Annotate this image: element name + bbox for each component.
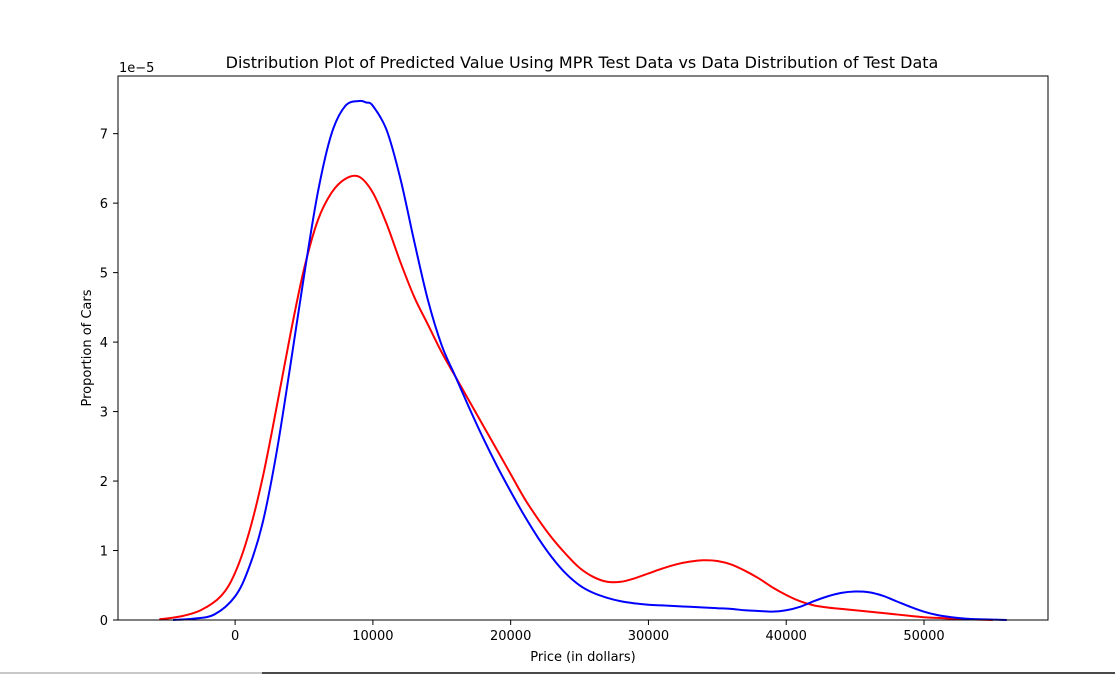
y-tick-label: 4 bbox=[100, 336, 108, 351]
series-group bbox=[159, 99, 1007, 621]
y-tick-label: 2 bbox=[100, 475, 108, 490]
y-tick-label: 0 bbox=[100, 614, 108, 629]
x-axis-label: Price (in dollars) bbox=[530, 650, 636, 665]
y-tick-label: 5 bbox=[100, 267, 108, 282]
y-axis-label: Proportion of Cars bbox=[80, 289, 95, 406]
x-tick-label: 20000 bbox=[490, 629, 531, 644]
bottom-edge-strip-dark bbox=[262, 672, 1115, 674]
series-line-2 bbox=[173, 99, 1007, 621]
x-tick-label: 0 bbox=[231, 629, 239, 644]
x-axis-ticks: 0 10000 20000 30000 40000 50000 bbox=[231, 620, 945, 644]
y-tick-label: 6 bbox=[100, 197, 108, 212]
x-tick-label: 40000 bbox=[766, 629, 807, 644]
x-tick-label: 50000 bbox=[903, 629, 944, 644]
y-tick-label: 3 bbox=[100, 406, 108, 421]
chart-title: Distribution Plot of Predicted Value Usi… bbox=[226, 53, 939, 72]
y-axis-ticks: 0 1 2 3 4 5 6 7 bbox=[100, 128, 118, 629]
y-tick-label: 7 bbox=[100, 128, 108, 143]
y-axis-offset-text: 1e−5 bbox=[119, 61, 154, 76]
x-tick-label: 10000 bbox=[352, 629, 393, 644]
series-line-1 bbox=[159, 174, 993, 621]
x-tick-label: 30000 bbox=[628, 629, 669, 644]
y-tick-label: 1 bbox=[100, 545, 108, 560]
plot-area bbox=[117, 75, 1049, 621]
plot-frame bbox=[117, 75, 1049, 621]
